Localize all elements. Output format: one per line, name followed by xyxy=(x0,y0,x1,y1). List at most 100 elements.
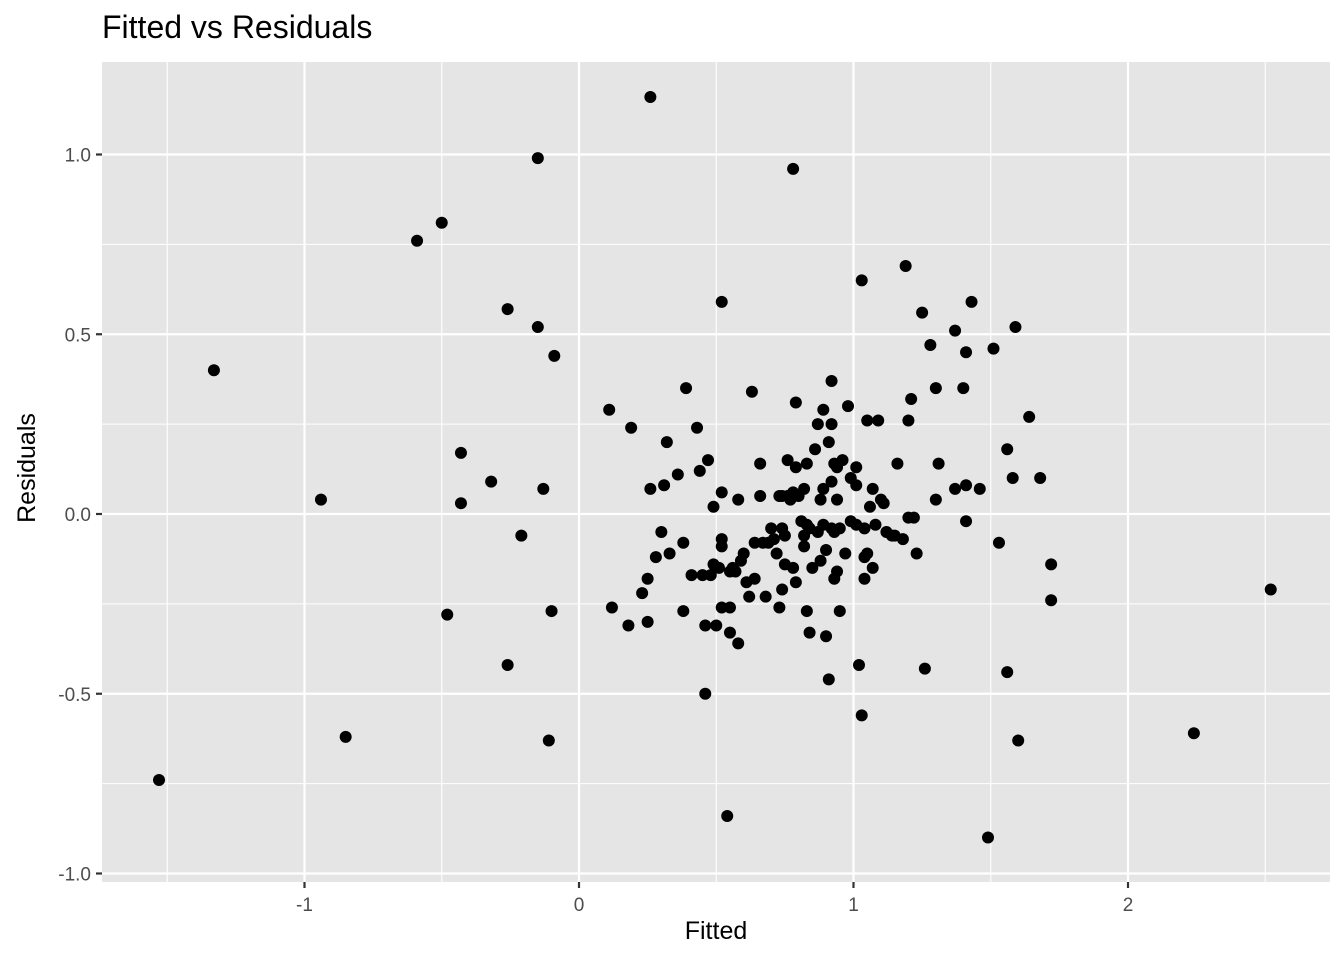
data-point xyxy=(798,540,811,553)
data-point xyxy=(1034,472,1047,485)
data-point xyxy=(737,547,750,560)
data-point xyxy=(817,482,830,495)
data-point xyxy=(699,619,712,632)
data-point xyxy=(877,497,890,510)
data-point xyxy=(781,454,794,467)
data-point xyxy=(545,605,558,618)
data-point xyxy=(339,730,352,743)
data-point xyxy=(858,572,871,585)
data-point xyxy=(776,583,789,596)
data-point xyxy=(655,525,668,538)
data-point xyxy=(696,569,709,582)
data-point xyxy=(644,482,657,495)
major-gridlines xyxy=(102,62,1330,882)
data-point xyxy=(811,418,824,431)
x-axis-title: Fitted xyxy=(685,917,748,945)
data-point xyxy=(721,809,734,822)
data-point xyxy=(680,382,693,395)
data-point xyxy=(501,658,514,671)
data-point xyxy=(973,482,986,495)
data-point xyxy=(548,349,561,362)
data-point xyxy=(723,601,736,614)
data-point xyxy=(924,339,937,352)
data-point xyxy=(1012,734,1025,747)
data-point xyxy=(759,590,772,603)
data-point xyxy=(542,734,555,747)
y-tick-label: -1.0 xyxy=(58,865,91,886)
data-point xyxy=(605,601,618,614)
data-point xyxy=(1006,472,1019,485)
data-point xyxy=(685,569,698,582)
data-point xyxy=(660,436,673,449)
data-point xyxy=(531,321,544,334)
data-point xyxy=(754,490,767,503)
data-point xyxy=(677,536,690,549)
x-tick-label: -1 xyxy=(296,895,313,916)
data-point xyxy=(820,630,833,643)
data-point xyxy=(957,382,970,395)
y-axis: -1.0 -0.5 0.0 0.5 1.0 xyxy=(58,146,102,886)
minor-gridlines xyxy=(102,62,1330,882)
data-point xyxy=(850,479,863,492)
data-point xyxy=(754,457,767,470)
data-point xyxy=(537,482,550,495)
data-point xyxy=(869,518,882,531)
data-point xyxy=(1045,558,1058,571)
data-point xyxy=(707,500,720,513)
data-point xyxy=(965,295,978,308)
data-point xyxy=(715,486,728,499)
data-point xyxy=(1001,443,1014,456)
data-point xyxy=(663,547,676,560)
data-point xyxy=(1001,666,1014,679)
data-point xyxy=(806,561,819,574)
data-point xyxy=(622,619,635,632)
data-point xyxy=(798,482,811,495)
data-point xyxy=(836,454,849,467)
data-point xyxy=(715,533,728,546)
data-point xyxy=(649,551,662,564)
data-point xyxy=(644,90,657,103)
data-point xyxy=(891,457,904,470)
data-point xyxy=(691,421,704,434)
data-point xyxy=(861,414,874,427)
data-point xyxy=(770,547,783,560)
data-point xyxy=(982,831,995,844)
data-point xyxy=(693,464,706,477)
data-point xyxy=(787,561,800,574)
data-point xyxy=(863,500,876,513)
data-point xyxy=(907,511,920,524)
data-point xyxy=(748,572,761,585)
data-point xyxy=(1009,321,1022,334)
data-point xyxy=(314,493,327,506)
data-point xyxy=(852,658,865,671)
data-point xyxy=(641,615,654,628)
data-point xyxy=(603,403,616,416)
data-point xyxy=(842,400,855,413)
y-tick-label: 1.0 xyxy=(65,146,91,167)
data-point xyxy=(960,346,973,359)
data-point xyxy=(825,475,838,488)
data-point xyxy=(850,461,863,474)
data-point xyxy=(814,554,827,567)
data-point xyxy=(831,565,844,578)
data-point xyxy=(789,461,802,474)
data-point xyxy=(485,475,498,488)
data-point xyxy=(625,421,638,434)
data-point xyxy=(729,565,742,578)
x-tick-label: 0 xyxy=(574,895,585,916)
data-point xyxy=(454,446,467,459)
data-point xyxy=(822,436,835,449)
data-point xyxy=(800,605,813,618)
data-point xyxy=(787,162,800,175)
data-point xyxy=(987,342,1000,355)
data-point xyxy=(814,493,827,506)
data-point xyxy=(918,662,931,675)
data-point xyxy=(866,482,879,495)
data-point xyxy=(992,536,1005,549)
data-point xyxy=(778,529,791,542)
y-axis-title: Residuals xyxy=(13,413,41,523)
data-point xyxy=(800,457,813,470)
data-point xyxy=(817,403,830,416)
data-point xyxy=(820,543,833,556)
